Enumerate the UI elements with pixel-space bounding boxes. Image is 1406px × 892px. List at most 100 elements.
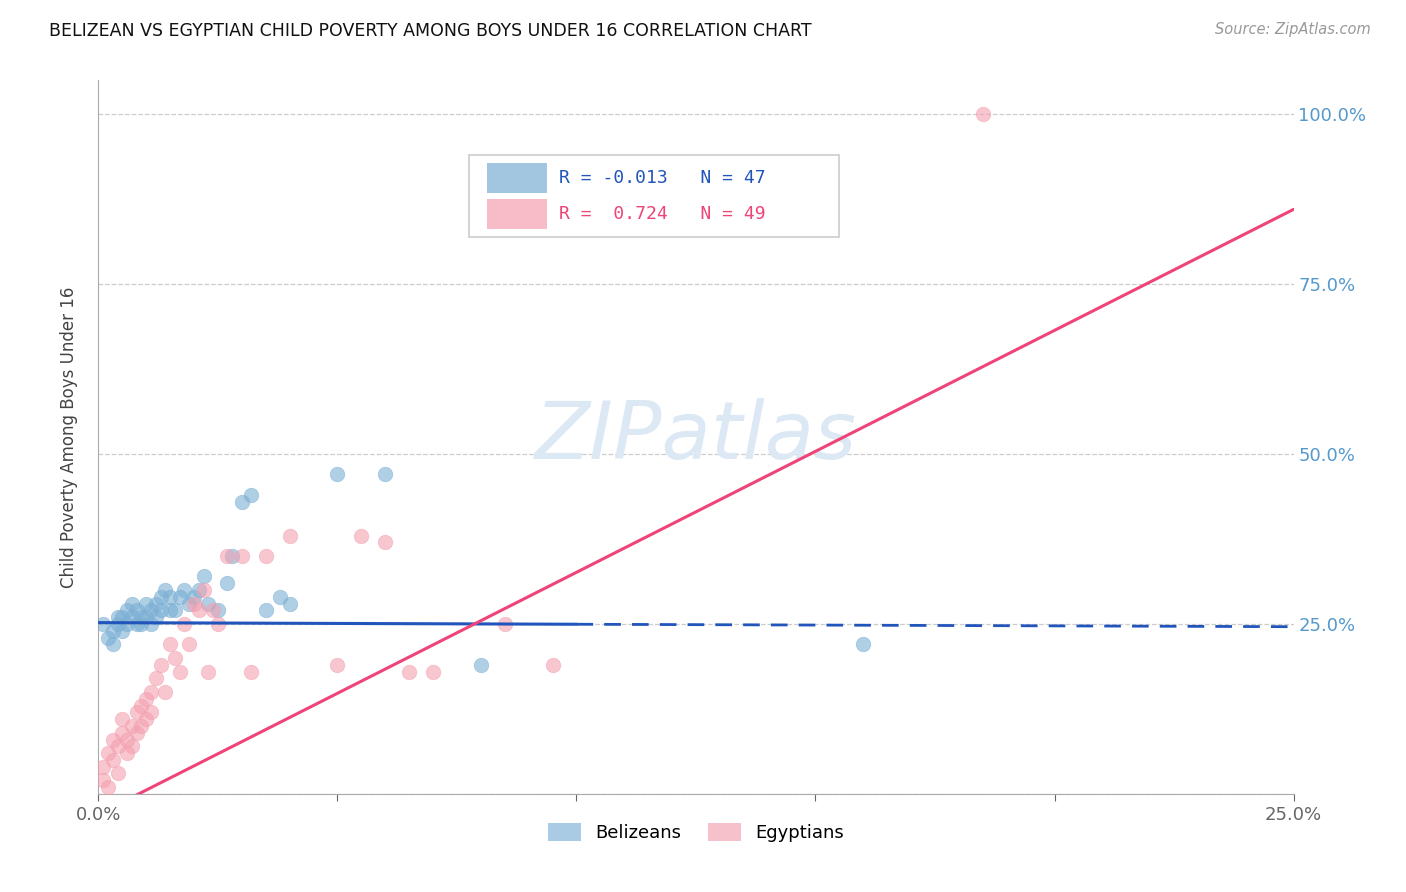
Point bbox=[149, 657, 172, 672]
Point bbox=[972, 107, 994, 121]
Point bbox=[115, 617, 138, 632]
Point bbox=[173, 582, 195, 597]
Point bbox=[121, 739, 143, 754]
Point bbox=[91, 617, 114, 632]
Point bbox=[183, 597, 205, 611]
Point bbox=[163, 603, 186, 617]
Point bbox=[135, 610, 157, 624]
Point bbox=[197, 665, 219, 679]
Point bbox=[145, 610, 167, 624]
Point bbox=[115, 732, 138, 747]
Point bbox=[278, 597, 301, 611]
Point bbox=[187, 582, 209, 597]
Point bbox=[115, 603, 138, 617]
Point bbox=[470, 657, 492, 672]
Point bbox=[125, 706, 148, 720]
Legend: Belizeans, Egyptians: Belizeans, Egyptians bbox=[541, 815, 851, 849]
Point bbox=[135, 691, 157, 706]
Point bbox=[193, 582, 215, 597]
Point bbox=[326, 657, 349, 672]
Point bbox=[101, 637, 124, 651]
Point bbox=[145, 671, 167, 685]
Point bbox=[159, 637, 181, 651]
Point bbox=[221, 549, 243, 563]
Point bbox=[101, 624, 124, 638]
Text: R = -0.013   N = 47: R = -0.013 N = 47 bbox=[558, 169, 765, 187]
Point bbox=[121, 597, 143, 611]
Point bbox=[101, 732, 124, 747]
Point bbox=[111, 610, 134, 624]
Point bbox=[135, 597, 157, 611]
Point bbox=[159, 603, 181, 617]
Text: R =  0.724   N = 49: R = 0.724 N = 49 bbox=[558, 205, 765, 223]
Point bbox=[494, 617, 516, 632]
Point bbox=[541, 657, 564, 672]
Point bbox=[169, 665, 191, 679]
Point bbox=[91, 760, 114, 774]
Point bbox=[159, 590, 181, 604]
Point bbox=[155, 685, 177, 699]
Point bbox=[139, 617, 162, 632]
Point bbox=[179, 597, 201, 611]
Point bbox=[179, 637, 201, 651]
Point bbox=[139, 603, 162, 617]
Point bbox=[169, 590, 191, 604]
Point bbox=[163, 651, 186, 665]
Point bbox=[187, 603, 209, 617]
Point bbox=[254, 603, 277, 617]
FancyBboxPatch shape bbox=[486, 163, 547, 193]
Point bbox=[111, 712, 134, 726]
FancyBboxPatch shape bbox=[486, 199, 547, 228]
Point bbox=[97, 631, 120, 645]
Point bbox=[131, 698, 153, 713]
Point bbox=[111, 725, 134, 739]
Point bbox=[111, 624, 134, 638]
Point bbox=[125, 603, 148, 617]
Point bbox=[107, 610, 129, 624]
Point bbox=[350, 528, 373, 542]
Point bbox=[173, 617, 195, 632]
Point bbox=[326, 467, 349, 482]
Point bbox=[101, 753, 124, 767]
Point bbox=[398, 665, 420, 679]
Y-axis label: Child Poverty Among Boys Under 16: Child Poverty Among Boys Under 16 bbox=[59, 286, 77, 588]
Point bbox=[149, 603, 172, 617]
Point bbox=[149, 590, 172, 604]
Point bbox=[240, 488, 263, 502]
Point bbox=[139, 706, 162, 720]
Point bbox=[217, 576, 239, 591]
Text: BELIZEAN VS EGYPTIAN CHILD POVERTY AMONG BOYS UNDER 16 CORRELATION CHART: BELIZEAN VS EGYPTIAN CHILD POVERTY AMONG… bbox=[49, 22, 811, 40]
Point bbox=[254, 549, 277, 563]
Point bbox=[155, 582, 177, 597]
Text: Source: ZipAtlas.com: Source: ZipAtlas.com bbox=[1215, 22, 1371, 37]
Point bbox=[91, 773, 114, 788]
Point bbox=[202, 603, 225, 617]
Point bbox=[139, 685, 162, 699]
Point bbox=[240, 665, 263, 679]
Point bbox=[107, 739, 129, 754]
Point bbox=[422, 665, 444, 679]
Point bbox=[269, 590, 291, 604]
Point bbox=[115, 746, 138, 760]
Point bbox=[121, 719, 143, 733]
Point bbox=[278, 528, 301, 542]
Point bbox=[183, 590, 205, 604]
Point bbox=[125, 617, 148, 632]
Point bbox=[131, 610, 153, 624]
Point bbox=[107, 766, 129, 780]
FancyBboxPatch shape bbox=[470, 155, 839, 237]
Point bbox=[207, 603, 229, 617]
Point bbox=[131, 617, 153, 632]
Point bbox=[852, 637, 875, 651]
Point bbox=[231, 494, 253, 508]
Point bbox=[131, 719, 153, 733]
Point bbox=[197, 597, 219, 611]
Point bbox=[97, 746, 120, 760]
Point bbox=[207, 617, 229, 632]
Point bbox=[135, 712, 157, 726]
Point bbox=[193, 569, 215, 583]
Text: ZIPatlas: ZIPatlas bbox=[534, 398, 858, 476]
Point bbox=[231, 549, 253, 563]
Point bbox=[97, 780, 120, 794]
Point bbox=[217, 549, 239, 563]
